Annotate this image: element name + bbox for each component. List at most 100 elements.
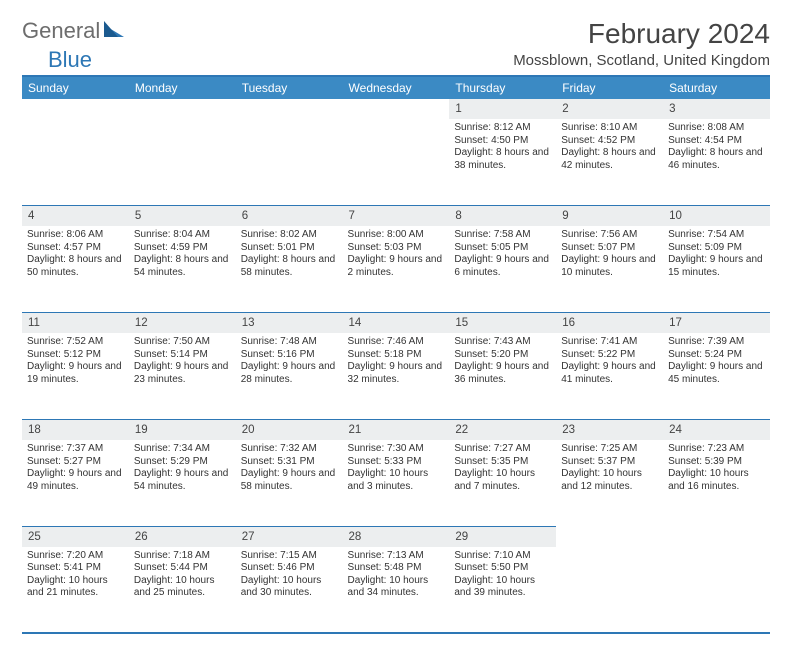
sunset-line: Sunset: 5:09 PM [668, 242, 765, 255]
day-details: Sunrise: 8:10 AMSunset: 4:52 PMDaylight:… [561, 119, 658, 172]
daylight-line: Daylight: 8 hours and 46 minutes. [668, 147, 765, 172]
sunset-line: Sunset: 5:50 PM [454, 562, 551, 575]
day-number-cell: 28 [343, 526, 450, 547]
dow-friday: Friday [556, 76, 663, 99]
day-details: Sunrise: 8:04 AMSunset: 4:59 PMDaylight:… [134, 226, 231, 279]
day-details: Sunrise: 7:18 AMSunset: 5:44 PMDaylight:… [134, 547, 231, 600]
day-cell: Sunrise: 7:15 AMSunset: 5:46 PMDaylight:… [236, 547, 343, 633]
day-cell [343, 119, 450, 205]
day-number-cell: 8 [449, 205, 556, 226]
day-cell: Sunrise: 7:54 AMSunset: 5:09 PMDaylight:… [663, 226, 770, 312]
day-details: Sunrise: 7:46 AMSunset: 5:18 PMDaylight:… [348, 333, 445, 386]
day-details: Sunrise: 7:13 AMSunset: 5:48 PMDaylight:… [348, 547, 445, 600]
daylight-line: Daylight: 10 hours and 25 minutes. [134, 575, 231, 600]
header-row: General February 2024 Mossblown, Scotlan… [22, 18, 770, 69]
day-details: Sunrise: 7:25 AMSunset: 5:37 PMDaylight:… [561, 440, 658, 493]
day-number-cell: 22 [449, 419, 556, 440]
daylight-line: Daylight: 8 hours and 54 minutes. [134, 254, 231, 279]
sunset-line: Sunset: 5:29 PM [134, 456, 231, 469]
sunset-line: Sunset: 4:57 PM [27, 242, 124, 255]
day-number-cell: 12 [129, 312, 236, 333]
day-number-cell: 21 [343, 419, 450, 440]
day-number-cell: 11 [22, 312, 129, 333]
day-number-cell [663, 526, 770, 547]
sunset-line: Sunset: 5:41 PM [27, 562, 124, 575]
day-number-cell: 24 [663, 419, 770, 440]
day-details: Sunrise: 7:41 AMSunset: 5:22 PMDaylight:… [561, 333, 658, 386]
daylight-line: Daylight: 9 hours and 19 minutes. [27, 361, 124, 386]
week-details-row: Sunrise: 7:37 AMSunset: 5:27 PMDaylight:… [22, 440, 770, 526]
day-number-cell: 18 [22, 419, 129, 440]
daylight-line: Daylight: 10 hours and 12 minutes. [561, 468, 658, 493]
sunrise-line: Sunrise: 8:04 AM [134, 229, 231, 242]
week-numbers-row: 2526272829 [22, 526, 770, 547]
day-details: Sunrise: 8:12 AMSunset: 4:50 PMDaylight:… [454, 119, 551, 172]
dow-sunday: Sunday [22, 76, 129, 99]
sunrise-line: Sunrise: 8:12 AM [454, 122, 551, 135]
day-cell: Sunrise: 7:41 AMSunset: 5:22 PMDaylight:… [556, 333, 663, 419]
sunrise-line: Sunrise: 7:18 AM [134, 550, 231, 563]
day-cell: Sunrise: 7:46 AMSunset: 5:18 PMDaylight:… [343, 333, 450, 419]
sunset-line: Sunset: 5:05 PM [454, 242, 551, 255]
daylight-line: Daylight: 9 hours and 54 minutes. [134, 468, 231, 493]
day-number-cell: 2 [556, 99, 663, 119]
daylight-line: Daylight: 9 hours and 6 minutes. [454, 254, 551, 279]
sunrise-line: Sunrise: 8:06 AM [27, 229, 124, 242]
sunset-line: Sunset: 5:01 PM [241, 242, 338, 255]
day-cell: Sunrise: 7:30 AMSunset: 5:33 PMDaylight:… [343, 440, 450, 526]
sunset-line: Sunset: 5:39 PM [668, 456, 765, 469]
sunrise-line: Sunrise: 7:34 AM [134, 443, 231, 456]
sunrise-line: Sunrise: 8:02 AM [241, 229, 338, 242]
day-cell: Sunrise: 7:10 AMSunset: 5:50 PMDaylight:… [449, 547, 556, 633]
weekday-header-row: Sunday Monday Tuesday Wednesday Thursday… [22, 76, 770, 99]
sunset-line: Sunset: 5:22 PM [561, 349, 658, 362]
sunrise-line: Sunrise: 7:54 AM [668, 229, 765, 242]
sunrise-line: Sunrise: 7:20 AM [27, 550, 124, 563]
dow-thursday: Thursday [449, 76, 556, 99]
day-cell: Sunrise: 7:27 AMSunset: 5:35 PMDaylight:… [449, 440, 556, 526]
sunset-line: Sunset: 5:16 PM [241, 349, 338, 362]
day-number-cell: 1 [449, 99, 556, 119]
sunset-line: Sunset: 5:14 PM [134, 349, 231, 362]
daylight-line: Daylight: 10 hours and 21 minutes. [27, 575, 124, 600]
sunrise-line: Sunrise: 7:25 AM [561, 443, 658, 456]
day-cell: Sunrise: 7:13 AMSunset: 5:48 PMDaylight:… [343, 547, 450, 633]
day-details: Sunrise: 8:00 AMSunset: 5:03 PMDaylight:… [348, 226, 445, 279]
daylight-line: Daylight: 9 hours and 2 minutes. [348, 254, 445, 279]
daylight-line: Daylight: 9 hours and 32 minutes. [348, 361, 445, 386]
day-number-cell: 25 [22, 526, 129, 547]
week-numbers-row: 45678910 [22, 205, 770, 226]
sunset-line: Sunset: 5:48 PM [348, 562, 445, 575]
sunset-line: Sunset: 5:12 PM [27, 349, 124, 362]
brand-part1: General [22, 18, 100, 44]
sunrise-line: Sunrise: 7:52 AM [27, 336, 124, 349]
daylight-line: Daylight: 8 hours and 58 minutes. [241, 254, 338, 279]
daylight-line: Daylight: 9 hours and 28 minutes. [241, 361, 338, 386]
daylight-line: Daylight: 9 hours and 45 minutes. [668, 361, 765, 386]
day-cell: Sunrise: 7:18 AMSunset: 5:44 PMDaylight:… [129, 547, 236, 633]
day-number-cell: 6 [236, 205, 343, 226]
sunset-line: Sunset: 4:54 PM [668, 135, 765, 148]
day-number-cell: 17 [663, 312, 770, 333]
sunrise-line: Sunrise: 7:50 AM [134, 336, 231, 349]
day-details: Sunrise: 7:10 AMSunset: 5:50 PMDaylight:… [454, 547, 551, 600]
day-details: Sunrise: 7:23 AMSunset: 5:39 PMDaylight:… [668, 440, 765, 493]
sunset-line: Sunset: 5:18 PM [348, 349, 445, 362]
brand-triangle-icon [104, 21, 124, 42]
day-cell: Sunrise: 7:20 AMSunset: 5:41 PMDaylight:… [22, 547, 129, 633]
sunset-line: Sunset: 4:50 PM [454, 135, 551, 148]
location-text: Mossblown, Scotland, United Kingdom [513, 52, 770, 69]
daylight-line: Daylight: 9 hours and 49 minutes. [27, 468, 124, 493]
sunrise-line: Sunrise: 7:15 AM [241, 550, 338, 563]
day-number-cell: 20 [236, 419, 343, 440]
day-cell [22, 119, 129, 205]
sunset-line: Sunset: 5:37 PM [561, 456, 658, 469]
daylight-line: Daylight: 8 hours and 50 minutes. [27, 254, 124, 279]
day-details: Sunrise: 7:56 AMSunset: 5:07 PMDaylight:… [561, 226, 658, 279]
daylight-line: Daylight: 10 hours and 3 minutes. [348, 468, 445, 493]
week-numbers-row: 11121314151617 [22, 312, 770, 333]
month-title: February 2024 [513, 18, 770, 50]
day-cell: Sunrise: 7:52 AMSunset: 5:12 PMDaylight:… [22, 333, 129, 419]
day-number-cell: 7 [343, 205, 450, 226]
day-details: Sunrise: 7:48 AMSunset: 5:16 PMDaylight:… [241, 333, 338, 386]
